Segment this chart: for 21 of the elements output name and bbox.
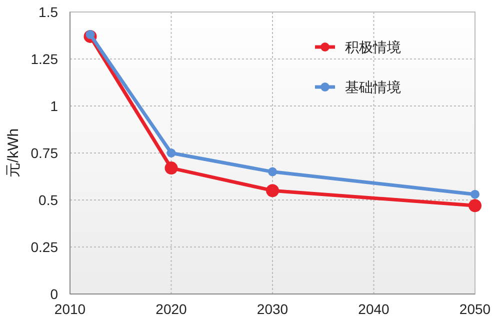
legend-label: 积极情境 [345,38,401,55]
y-tick-label: 0.5 [38,192,58,208]
y-tick-label: 1.25 [30,50,58,67]
y-tick-label: 0.75 [30,144,58,161]
point [166,148,176,158]
x-tick-label: 2040 [358,301,390,317]
point [468,199,482,212]
point [266,184,279,198]
y-tick-label: 1.5 [38,4,58,20]
x-tick-label: 2010 [54,301,86,317]
x-tick-label: 2020 [156,301,188,317]
y-tick-label: 1 [50,98,58,114]
legend-label: 基础情境 [345,78,401,95]
x-tick-label: 2030 [256,301,288,317]
point [164,162,178,175]
y-axis-title: 元/kWh [5,128,22,178]
point [470,190,480,199]
y-tick-label: 0.25 [30,238,58,255]
y-tick-label: 0 [50,286,58,302]
point [268,167,277,176]
x-tick-label: 2050 [459,301,491,317]
